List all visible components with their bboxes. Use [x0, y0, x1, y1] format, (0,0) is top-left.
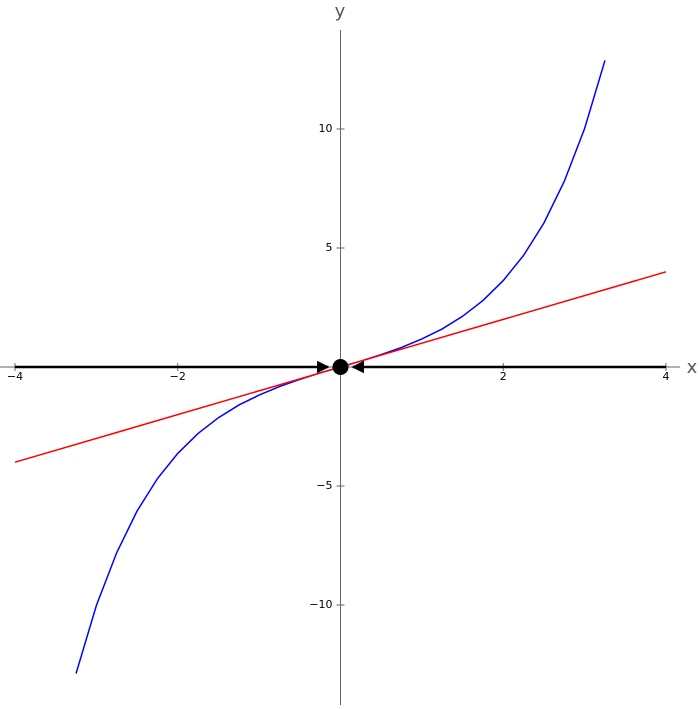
- y-tick-label: 10: [319, 122, 333, 135]
- x-tick-label: −4: [7, 370, 23, 383]
- y-tick-label: −5: [316, 479, 332, 492]
- point: [332, 359, 349, 375]
- y-tick-label: 5: [326, 241, 333, 254]
- y-tick-label: −10: [309, 598, 332, 611]
- x-tick-label: 2: [500, 370, 507, 383]
- x-axis-label: x: [687, 357, 698, 378]
- x-tick-label: −2: [170, 370, 186, 383]
- x-tick-label: 4: [663, 370, 670, 383]
- y-axis-label: y: [335, 1, 346, 22]
